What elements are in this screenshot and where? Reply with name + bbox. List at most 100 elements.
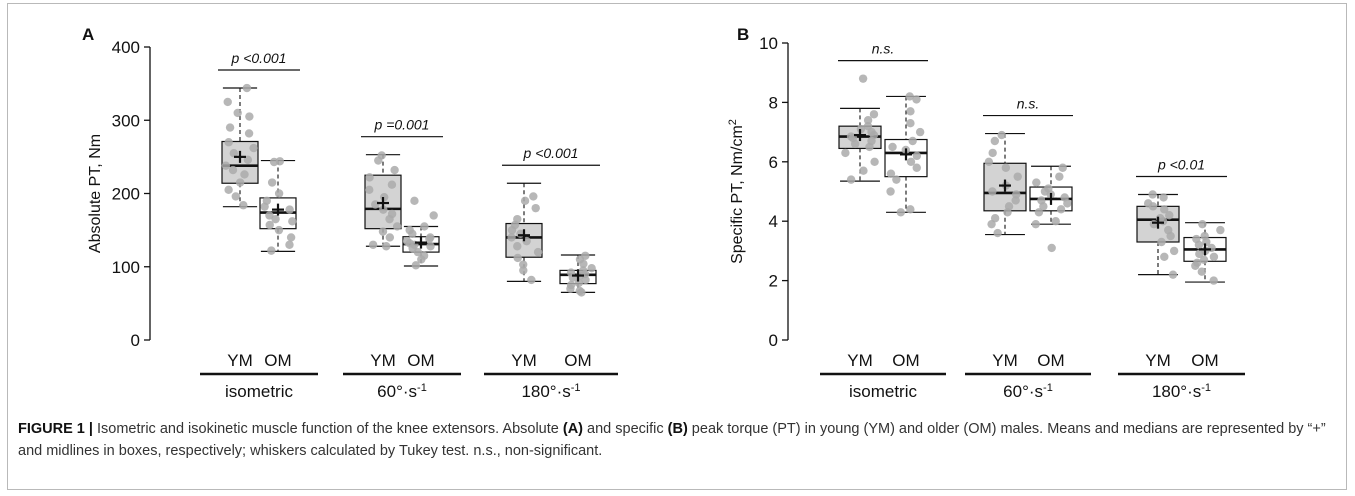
panel-b-group-label: 60°·s-1 <box>1003 382 1053 401</box>
panel-b-data-point <box>906 205 915 214</box>
panel-b-y-axis-label-sup: 2 <box>727 119 739 125</box>
panel-b-data-point <box>896 208 906 217</box>
panel-a-group-label: isometric <box>225 382 294 401</box>
panel-b-data-point <box>990 136 1000 146</box>
caption-part-0: Isometric and isokinetic muscle function… <box>92 421 563 437</box>
panel-b-data-point <box>984 157 994 166</box>
panel-b-x-sublabel-om: OM <box>892 351 919 370</box>
panel-b-data-point <box>888 142 897 152</box>
panel-b-data-point <box>1047 243 1056 253</box>
panel-b-data-point <box>869 110 879 119</box>
panel-a-data-point <box>265 211 274 220</box>
panel-b-y-tick-label: 10 <box>759 34 778 53</box>
panel-b-data-point <box>1001 163 1011 172</box>
panel-a-data-point <box>411 261 421 270</box>
panel-b-y-tick-label: 8 <box>769 93 778 112</box>
panel-b-data-point <box>846 175 856 184</box>
panel-a-significance-label: p <0.001 <box>231 50 287 66</box>
panel-b-data-point <box>892 175 901 184</box>
panel-b-data-point <box>905 92 914 101</box>
panel-a-data-point <box>513 253 522 263</box>
panel-b-group-label: isometric <box>849 382 918 401</box>
panel-a-x-sublabel-om: OM <box>407 351 434 370</box>
panel-a-data-point <box>413 247 423 257</box>
panel-a-data-point <box>379 205 388 214</box>
panel-b-data-point <box>1031 219 1040 229</box>
panel-a-data-point <box>249 143 258 153</box>
panel-b-y-axis-label: Specific PT, Nm/cm2 <box>727 119 746 264</box>
caption-part-4: peak torque (PT) in young (YM) and older… <box>18 421 1326 459</box>
panel-a-data-point <box>410 196 419 206</box>
panel-a-significance-label: p <0.001 <box>523 145 579 161</box>
panel-a-data-point <box>365 173 374 182</box>
panel-b-data-point <box>1013 172 1022 181</box>
panel-a-data-point <box>507 225 517 235</box>
panel-a-data-point <box>425 234 434 244</box>
panel-b-data-point <box>1194 240 1204 250</box>
panel-a-data-point <box>385 214 394 224</box>
panel-a-data-point <box>245 112 254 121</box>
panel-a-group-label-sup: -1 <box>571 382 581 394</box>
panel-a-data-point <box>392 222 402 231</box>
panel-b-data-point <box>1158 217 1168 226</box>
panel-a-data-point <box>520 196 530 206</box>
panel-a-data-point <box>267 246 276 255</box>
panel-a-label: A <box>82 25 94 44</box>
panel-b-x-sublabel-om: OM <box>1037 351 1064 370</box>
panel-b-data-point <box>1169 246 1179 256</box>
caption-part-1: (A) <box>562 421 583 437</box>
panel-b-significance-label: n.s. <box>1017 96 1040 112</box>
panel-a-data-point <box>529 192 538 201</box>
panel-b-data-point <box>1160 252 1169 262</box>
panel-a-y-tick-label: 100 <box>112 258 140 277</box>
panel-b-y-tick-label: 2 <box>769 272 778 291</box>
panel-a-y-tick-label: 300 <box>112 111 140 130</box>
panel-b-data-point <box>1199 255 1209 265</box>
panel-b-data-point <box>912 163 921 172</box>
panel-a-data-point <box>420 222 429 231</box>
panel-b-data-point <box>1168 270 1178 279</box>
panel-b-data-point <box>1063 199 1072 208</box>
panel-b-data-point <box>870 157 879 166</box>
panel-b-significance-label: p <0.01 <box>1157 156 1205 172</box>
panel-b-data-point <box>859 166 868 175</box>
panel-a-data-point <box>385 233 395 242</box>
panel-a-data-point <box>225 123 235 132</box>
panel-a-x-sublabel-om: OM <box>264 351 291 370</box>
panel-b-data-point <box>988 187 997 196</box>
panel-b-x-sublabel-om: OM <box>1191 351 1218 370</box>
panel-b-data-point <box>1034 208 1044 217</box>
panel-b-data-point <box>1159 193 1168 202</box>
panel-a-data-point <box>260 202 269 211</box>
panel-b-data-point <box>1039 202 1048 211</box>
panel-a-data-point <box>242 83 252 93</box>
panel-a-data-point <box>374 156 383 165</box>
panel-a-data-point <box>224 185 233 195</box>
panel-a-data-point <box>507 233 516 242</box>
panel-a-data-point <box>371 200 380 209</box>
panel-a-data-point <box>235 178 245 187</box>
panel-b-data-point <box>1148 202 1158 211</box>
panel-a-data-point <box>574 278 584 288</box>
panel-b-data-point <box>865 142 874 152</box>
panel-b-y-tick-label: 4 <box>769 212 778 231</box>
panel-b-data-point <box>1195 249 1204 259</box>
panel-b-data-point <box>1148 190 1157 199</box>
panel-a-data-point <box>229 149 239 158</box>
panel-a-data-point <box>267 178 277 187</box>
panel-a-data-point <box>417 255 426 264</box>
panel-a-data-point <box>265 220 274 230</box>
panel-b-data-point <box>915 127 925 137</box>
panel-a-data-point <box>387 180 397 189</box>
panel-a-data-point <box>429 211 438 220</box>
panel-a-x-sublabel-om: OM <box>564 351 591 370</box>
panel-a-data-point <box>286 233 296 242</box>
panel-b-data-point <box>886 187 895 196</box>
panel-b-data-point <box>987 219 996 229</box>
panel-b-data-point <box>1191 261 1200 270</box>
panel-a-data-point <box>382 242 391 251</box>
panel-a-data-point <box>581 275 590 285</box>
panel-b-data-point <box>1160 205 1169 214</box>
panel-a-data-point <box>274 225 284 235</box>
panel-b-data-point <box>912 151 922 161</box>
